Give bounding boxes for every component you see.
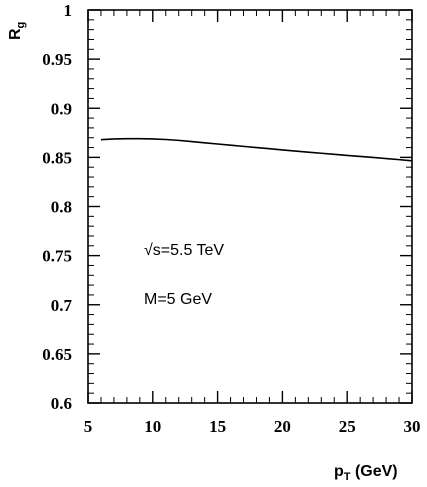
x-tick-label: 30 [404,417,421,436]
x-tick-labels: 5 10 15 20 25 30 [84,417,421,436]
x-tick-label: 20 [274,417,291,436]
y-minor-ticks [88,19,412,394]
y-tick-labels: 0.6 0.65 0.7 0.75 0.8 0.85 0.9 0.95 1 [42,1,72,413]
x-axis-label-main: p [334,463,344,480]
plot-frame [87,9,413,404]
y-tick-label: 0.9 [51,99,72,118]
x-tick-label: 15 [209,417,226,436]
x-tick-label: 25 [339,417,356,436]
x-tick-label: 10 [144,417,161,436]
y-axis-label-main: R [7,28,24,40]
annotation-sqrt-s: √s=5.5 TeV [144,242,224,259]
x-axis-label-sub: T [344,471,351,483]
y-axis-label-sub: g [15,22,27,29]
y-axis-label: Rg [7,22,27,40]
x-tick-label: 5 [84,417,93,436]
x-minor-ticks [100,10,400,403]
y-tick-label: 0.95 [42,50,72,69]
series-line [100,137,413,162]
annotation-mass: M=5 GeV [144,291,212,308]
y-tick-label: 0.85 [42,148,72,167]
y-tick-label: 0.7 [51,296,73,315]
x-axis-label-rest: (GeV) [351,463,398,480]
x-axis-label: pT (GeV) [334,463,398,483]
y-tick-label: 1 [64,1,73,20]
y-tick-label: 0.65 [42,345,72,364]
y-major-ticks [88,9,412,404]
y-tick-label: 0.8 [51,198,72,217]
y-tick-label: 0.75 [42,247,72,266]
x-major-ticks [87,10,413,403]
y-tick-label: 0.6 [51,394,72,413]
